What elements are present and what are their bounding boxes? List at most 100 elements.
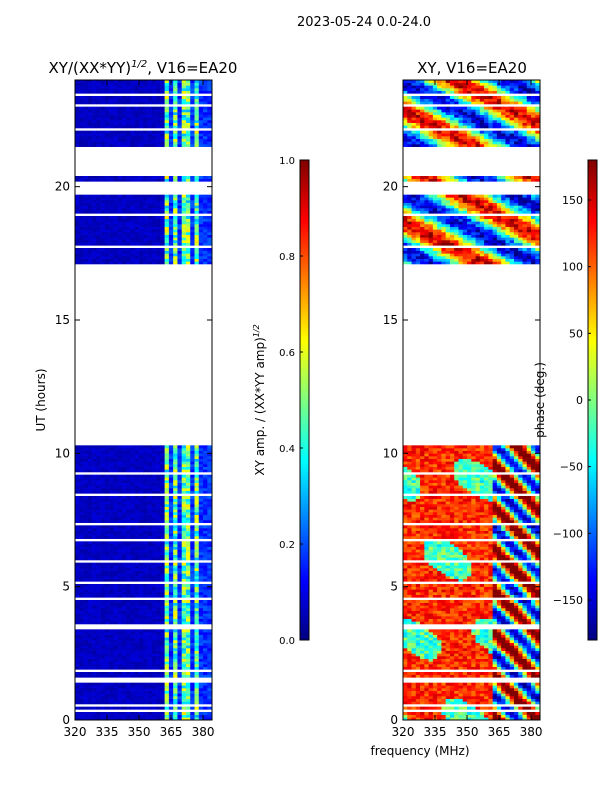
heatmap-cell [199,179,204,182]
heatmap-cell [148,661,153,664]
heatmap-cell [139,611,144,614]
heatmap-cell [122,683,127,686]
heatmap-cell [135,661,140,664]
heatmap-cell [173,557,178,560]
heatmap-cell [156,605,161,608]
heatmap-cell [173,131,178,134]
heatmap-cell [463,693,468,696]
heatmap-cell [186,205,191,208]
heatmap-cell [130,675,135,678]
heatmap-cell [126,629,131,632]
heatmap-cell [84,83,89,86]
heatmap-cell [118,587,123,590]
heatmap-cell [169,109,174,112]
heatmap-cell [199,579,204,582]
heatmap-cell [177,504,182,507]
heatmap-cell [156,563,161,566]
heatmap-cell [105,499,110,502]
heatmap-cell [135,501,140,504]
heatmap-cell [160,699,165,702]
heatmap-cell [207,227,212,230]
heatmap-cell [101,605,106,608]
heatmap-cell [135,227,140,230]
heatmap-cell [101,224,106,227]
heatmap-cell [182,499,187,502]
heatmap-cell [122,96,127,99]
heatmap-cell [96,453,101,456]
heatmap-cell [79,133,84,136]
heatmap-cell [109,224,114,227]
heatmap-cell [113,611,118,614]
heatmap-cell [84,707,89,710]
heatmap-cell [126,85,131,88]
heatmap-cell [101,611,106,614]
heatmap-cell [96,557,101,560]
heatmap-cell [79,512,84,515]
heatmap-cell [118,99,123,102]
heatmap-cell [480,712,485,715]
heatmap-cell [441,691,446,694]
heatmap-cell [518,693,523,696]
heatmap-cell [122,456,127,459]
heatmap-cell [130,85,135,88]
heatmap-cell [160,688,165,691]
heatmap-cell [113,237,118,240]
heatmap-cell [156,453,161,456]
heatmap-cell [96,488,101,491]
heatmap-cell [130,144,135,147]
heatmap-cell [412,688,417,691]
heatmap-cell [156,496,161,499]
heatmap-cell [203,696,208,699]
heatmap-cell [177,672,182,675]
heatmap-cell [148,179,153,182]
heatmap-cell [169,125,174,128]
cbar0-label-main: XY amp. / (XX*YY amp) [253,337,267,475]
heatmap-cell [84,640,89,643]
heatmap-cell [186,256,191,259]
heatmap-cell [118,509,123,512]
heatmap-cell [148,144,153,147]
heatmap-cell [118,632,123,635]
heatmap-cell [203,248,208,251]
heatmap-cell [152,608,157,611]
heatmap-cell [92,133,97,136]
heatmap-cell [152,200,157,203]
heatmap-cell [101,512,106,515]
heatmap-cell [84,653,89,656]
heatmap-cell [152,616,157,619]
heatmap-cell [135,536,140,539]
heatmap-cell [113,499,118,502]
heatmap-cell [122,259,127,262]
heatmap-cell [152,485,157,488]
heatmap-cell [203,651,208,654]
heatmap-cell [109,509,114,512]
heatmap-cell [177,568,182,571]
heatmap-cell [160,555,165,558]
heatmap-cell [84,595,89,598]
heatmap-cell [173,531,178,534]
heatmap-cell [109,259,114,262]
heatmap-cell [130,123,135,126]
heatmap-cell [173,445,178,448]
heatmap-cell [165,107,170,110]
heatmap-cell [105,208,110,211]
heatmap-cell [169,584,174,587]
heatmap-cell [190,651,195,654]
heatmap-cell [143,696,148,699]
heatmap-cell [84,237,89,240]
heatmap-cell [130,699,135,702]
heatmap-cell [156,504,161,507]
heatmap-cell [118,605,123,608]
heatmap-cell [130,712,135,715]
heatmap-cell [109,685,114,688]
heatmap-cell [199,256,204,259]
heatmap-cell [88,557,93,560]
heatmap-cell [88,664,93,667]
heatmap-cell [113,131,118,134]
heatmap-cell [186,611,191,614]
heatmap-cell [471,712,476,715]
heatmap-cell [156,517,161,520]
heatmap-cell [203,456,208,459]
heatmap-cell [195,451,200,454]
heatmap-cell [165,504,170,507]
